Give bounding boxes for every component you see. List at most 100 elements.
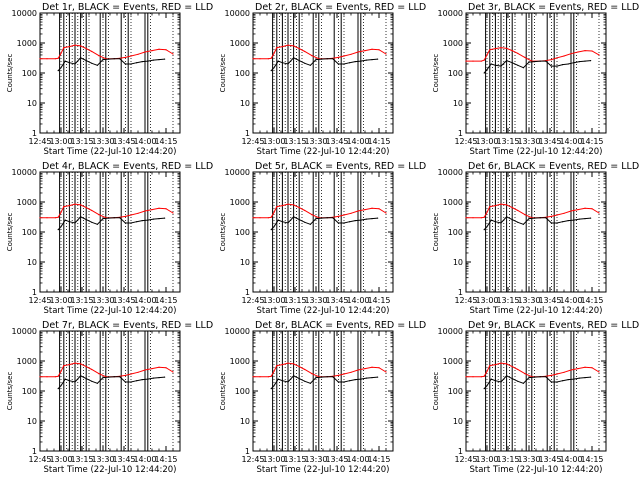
data-point — [165, 49, 167, 51]
x-tick-label: 12:45 — [241, 455, 264, 464]
data-point — [321, 58, 323, 60]
data-point — [364, 50, 366, 52]
data-point — [483, 229, 485, 231]
data-point — [119, 217, 121, 219]
data-point — [151, 209, 153, 211]
data-point — [270, 375, 272, 377]
data-point — [74, 381, 76, 383]
data-point — [350, 371, 352, 373]
data-point — [465, 376, 467, 378]
series-black-line — [57, 375, 165, 389]
data-point — [483, 375, 485, 377]
y-tick-label: 1 — [458, 129, 463, 138]
data-point — [483, 59, 485, 61]
panel-title: Det 8r, BLACK = Events, RED = LLD — [255, 320, 426, 331]
data-point — [311, 373, 313, 375]
data-point — [158, 377, 160, 379]
data-point — [550, 215, 553, 217]
y-tick-label: 10 — [27, 417, 37, 426]
y-tick-label: 10 — [27, 258, 37, 267]
data-point — [46, 217, 48, 219]
y-tick-label: 1 — [458, 288, 463, 297]
series-black-line — [270, 216, 378, 230]
data-point — [277, 378, 279, 380]
data-point — [172, 53, 174, 55]
x-tick-label: 14:15 — [154, 137, 177, 146]
data-point — [276, 206, 278, 208]
panel-title: Det 2r, BLACK = Events, RED = LLD — [255, 2, 426, 13]
data-point — [337, 381, 339, 383]
data-point — [377, 217, 379, 219]
x-tick-label: 14:15 — [367, 296, 390, 305]
data-point — [506, 375, 508, 377]
data-point — [517, 64, 519, 66]
data-point — [158, 59, 160, 61]
x-tick-label: 14:00 — [346, 296, 369, 305]
y-tick-label: 10 — [27, 99, 37, 108]
data-point — [578, 218, 581, 220]
data-point — [270, 229, 272, 231]
data-point — [298, 207, 300, 209]
y-tick-label: 100 — [22, 228, 37, 237]
data-point — [287, 44, 289, 46]
data-point — [343, 63, 345, 65]
data-point — [365, 377, 367, 379]
x-tick-label: 14:00 — [133, 137, 156, 146]
y-tick-label: 10000 — [12, 9, 37, 18]
data-point — [144, 51, 146, 53]
y-tick-label: 1 — [245, 129, 250, 138]
data-point — [276, 365, 278, 367]
data-point — [326, 58, 328, 60]
x-axis-label: Start Time (22-Jul-10 12:44:20) — [257, 306, 390, 316]
data-point — [354, 61, 356, 63]
x-tick-label: 13:00 — [49, 137, 72, 146]
data-point — [60, 211, 62, 213]
data-point — [486, 69, 488, 71]
data-point — [46, 58, 48, 60]
data-point — [517, 221, 519, 223]
data-point — [64, 60, 66, 62]
data-point — [130, 222, 132, 224]
data-point — [567, 379, 569, 381]
x-tick-label: 13:45 — [538, 296, 561, 305]
y-tick-label: 1 — [458, 447, 463, 456]
data-point — [293, 57, 295, 59]
data-point — [304, 209, 306, 212]
data-point — [147, 378, 149, 380]
y-tick-label: 100 — [22, 387, 37, 396]
y-tick-label: 1 — [32, 129, 37, 138]
data-point — [85, 207, 87, 209]
panel-8: Det 8r, BLACK = Events, RED = LLD 1 10 100 1… — [219, 320, 426, 475]
data-point — [577, 368, 579, 370]
panel-title: Det 6r, BLACK = Events, RED = LLD — [468, 161, 639, 172]
data-point — [584, 207, 586, 209]
data-point — [130, 55, 132, 57]
x-tick-label: 14:00 — [133, 455, 156, 464]
data-point — [164, 217, 166, 219]
x-tick-label: 12:45 — [454, 455, 477, 464]
data-point — [556, 222, 558, 224]
data-point — [270, 70, 272, 72]
data-point — [343, 222, 345, 224]
data-point — [74, 362, 76, 364]
data-point — [63, 365, 65, 367]
data-point — [337, 56, 339, 59]
data-point — [304, 221, 306, 223]
data-point — [371, 59, 373, 61]
data-point — [267, 217, 269, 219]
data-point — [556, 381, 558, 383]
data-point — [528, 61, 530, 63]
y-tick-label: 1 — [245, 288, 250, 297]
x-tick-label: 13:15 — [283, 296, 306, 305]
x-tick-label: 13:45 — [538, 455, 561, 464]
data-point — [511, 62, 513, 64]
data-point — [332, 58, 334, 60]
panel-title: Det 9r, BLACK = Events, RED = LLD — [468, 320, 639, 331]
data-point — [165, 208, 167, 210]
data-point — [267, 376, 269, 378]
data-point — [54, 58, 57, 60]
data-point — [511, 50, 513, 52]
data-point — [64, 219, 66, 221]
x-tick-label: 14:00 — [559, 455, 582, 464]
x-tick-label: 13:45 — [325, 296, 348, 305]
